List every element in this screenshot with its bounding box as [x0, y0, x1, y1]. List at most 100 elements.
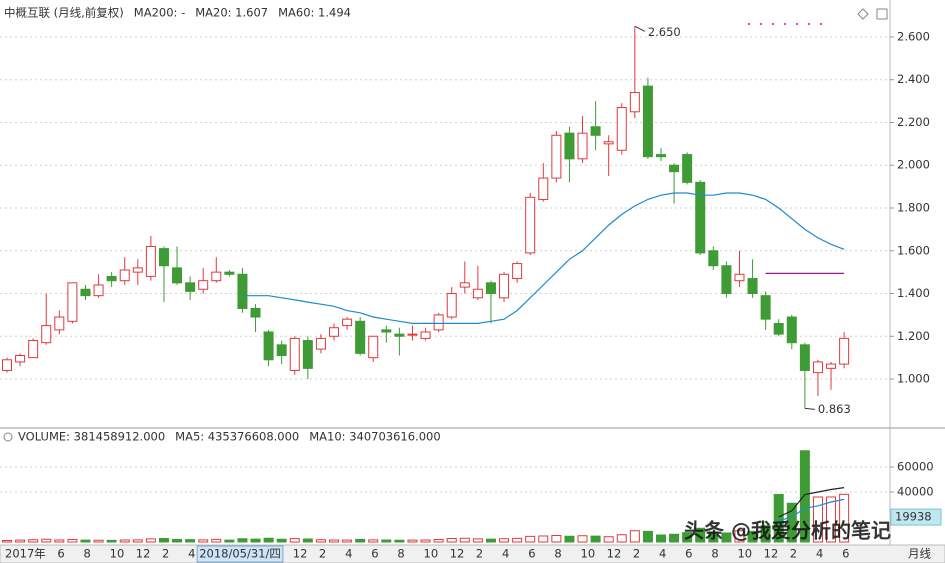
volume-bar	[132, 539, 143, 543]
volume-bar	[276, 538, 287, 543]
candle-body	[276, 344, 287, 357]
volume-bar	[119, 539, 130, 543]
volume-bar	[812, 496, 823, 543]
watermark: 头条 @我爱分析的笔记	[684, 519, 891, 543]
candle-body	[616, 107, 627, 151]
volume-bar	[420, 539, 431, 543]
volume-bar	[760, 525, 771, 543]
x-tick-label: 8	[554, 547, 561, 561]
y-tick-label: 2.000	[897, 158, 930, 172]
volume-bar	[590, 535, 601, 543]
cursor-value-label: 19938	[895, 510, 932, 524]
candle-body	[826, 363, 837, 369]
candle-body	[812, 361, 823, 374]
candle-body	[119, 269, 130, 282]
x-tick-label: 4	[502, 547, 509, 561]
y-tick-label: 2.600	[897, 29, 930, 43]
candle-body	[106, 275, 117, 282]
candle-body	[538, 177, 549, 200]
candle-body	[682, 154, 693, 183]
x-tick-label: 8	[711, 547, 718, 561]
volume-bar	[485, 538, 496, 543]
header-label: MA60: 1.494	[278, 6, 351, 20]
volume-bar	[708, 531, 719, 543]
volume-bar	[603, 536, 614, 543]
period-label: 月线	[908, 547, 931, 561]
candle-body	[329, 327, 339, 337]
volume-bar	[342, 539, 353, 543]
volume-bar	[41, 538, 52, 543]
x-tick-label: 12	[607, 547, 622, 561]
volume-bar	[577, 535, 588, 543]
volume-bar	[564, 535, 575, 543]
header-label: VOLUME: 381458912.000	[18, 430, 165, 444]
header-label: MA20: 1.607	[195, 6, 268, 20]
y-tick-label: 1.400	[897, 286, 930, 300]
volume-bar	[80, 539, 91, 543]
header-label: MA200: -	[134, 6, 185, 20]
candle-body	[145, 245, 156, 277]
candle-body	[433, 314, 444, 331]
volume-icon[interactable]	[3, 432, 13, 442]
candle-body	[786, 316, 797, 344]
candle-body	[381, 329, 392, 333]
candle-body	[773, 322, 784, 335]
candle-body	[839, 337, 850, 365]
candle-body	[577, 132, 588, 160]
candle-body	[525, 196, 536, 254]
volume-bar	[368, 539, 379, 543]
candle-body	[656, 154, 666, 158]
candle-body	[289, 337, 300, 371]
volume-bar	[93, 539, 104, 543]
x-tick-label: 2	[790, 547, 797, 561]
x-tick-label: 2017年	[5, 547, 46, 561]
close-button[interactable]	[876, 8, 888, 20]
candle-body	[799, 344, 810, 371]
candle-body	[368, 335, 379, 359]
candle-body	[185, 282, 196, 292]
header-label: MA10: 340703616.000	[309, 430, 440, 444]
volume-bar	[407, 539, 418, 543]
ma-line	[778, 498, 845, 522]
volume-bar	[394, 539, 405, 543]
y-tick-label: 60000	[897, 460, 934, 474]
candle-body	[564, 132, 575, 160]
ma-line	[242, 192, 845, 324]
candle-body	[263, 331, 274, 361]
candle-body	[80, 288, 91, 297]
candle-body	[499, 273, 510, 299]
candle-body	[41, 325, 52, 344]
y-tick-label: 1.600	[897, 243, 930, 257]
candle-body	[237, 273, 248, 309]
volume-bar	[839, 493, 850, 543]
candle-body	[394, 333, 405, 337]
low-label: 0.863	[818, 402, 851, 416]
x-tick-label: 4	[659, 547, 666, 561]
candle-body	[603, 141, 614, 145]
header-label: 中概互联 (月线,前复权)	[4, 6, 124, 20]
candle-body	[407, 333, 418, 336]
candle-body	[459, 282, 470, 288]
ma-line	[778, 487, 845, 518]
volume-bar	[642, 530, 653, 543]
volume-bar	[826, 496, 837, 543]
y-tick-label: 1.800	[897, 201, 930, 215]
candle-body	[747, 278, 758, 295]
label-arrow	[634, 25, 646, 32]
cursor-date-label: 2018/05/31/四	[199, 547, 281, 561]
volume-bar	[2, 540, 12, 543]
candle-body	[721, 265, 732, 295]
x-tick-label: 6	[685, 547, 692, 561]
y-tick-label: 2.200	[897, 115, 930, 129]
x-tick-label: 2	[319, 547, 326, 561]
volume-bar	[472, 538, 483, 543]
candle-body	[28, 340, 39, 359]
x-tick-label: 10	[737, 547, 752, 561]
diamond-button[interactable]	[857, 8, 869, 20]
volume-bar	[158, 538, 169, 543]
candle-body	[15, 355, 26, 363]
y-tick-label: 2.400	[897, 72, 930, 86]
candle-body	[315, 337, 326, 350]
